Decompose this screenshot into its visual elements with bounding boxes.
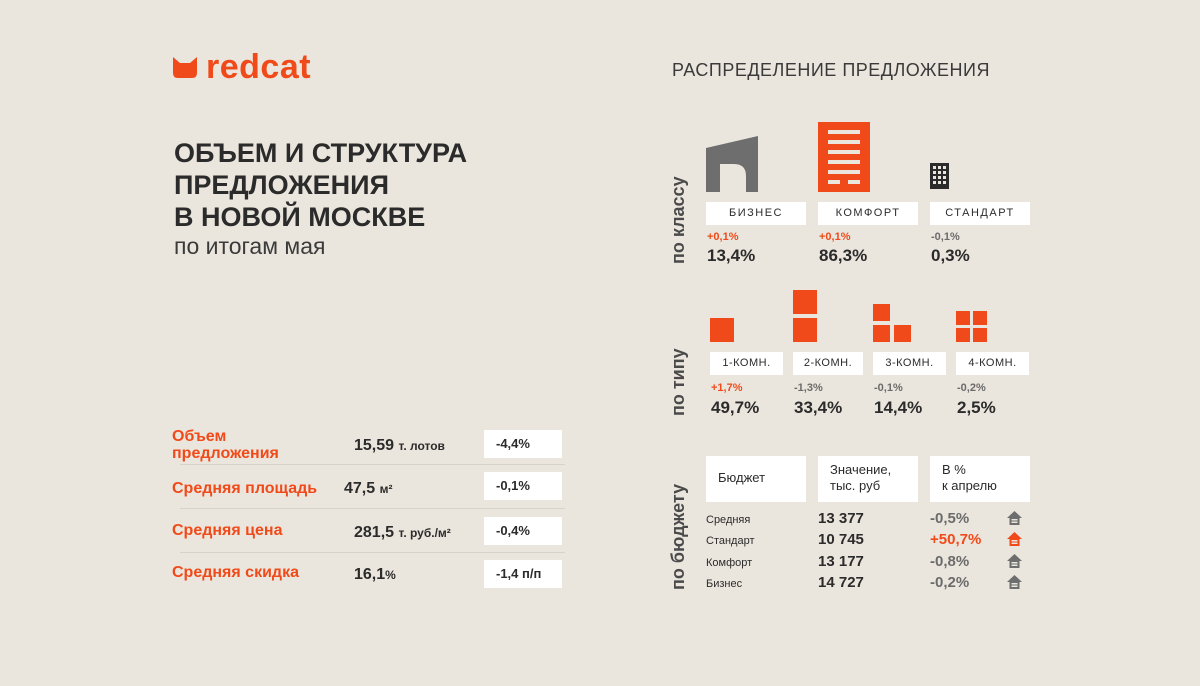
metric-change: -0,1% [484, 472, 562, 500]
class-tag-standard: СТАНДАРТ [930, 202, 1030, 225]
metric-label: Средняя площадь [172, 480, 318, 497]
budget-row-change: -0,2% [930, 574, 970, 591]
brand-logo: redcat [172, 50, 311, 84]
metric-unit: т. лотов [398, 439, 445, 453]
type-tag-3: 3-КОМН. [873, 352, 946, 375]
metric-unit: т. руб./м² [398, 526, 451, 540]
metric-number: 16,1 [354, 566, 386, 583]
budget-row-value: 14 727 [818, 574, 864, 591]
metric-row-discount: Средняя скидка 16,1% -1,4 п/п [172, 558, 564, 598]
metric-unit: % [385, 568, 396, 582]
metric-number: 281,5 [354, 524, 395, 541]
divider [180, 464, 565, 465]
budget-row-change: -0,5% [930, 510, 970, 527]
class-change-business: +0,1% [707, 231, 739, 243]
class-change-standard: -0,1% [931, 231, 960, 243]
distribution-title: РАСПРЕДЕЛЕНИЕ ПРЕДЛОЖЕНИЯ [672, 60, 990, 80]
budget-row-label: Стандарт [706, 535, 755, 547]
metric-label: Средняя цена [172, 522, 283, 539]
budget-header: Бюджет [706, 456, 806, 502]
by-class-label: по классу [668, 176, 688, 264]
title-line-3: В НОВОЙ МОСКВЕ [174, 202, 426, 232]
by-budget-label: по бюджету [668, 483, 688, 590]
value-header-line-2: тыс. руб [830, 478, 881, 493]
budget-row-label: Комфорт [706, 557, 753, 569]
metric-value: 16,1% [354, 566, 396, 584]
type-tag-1: 1-КОМН. [710, 352, 783, 375]
type-share-4: 2,5% [957, 398, 996, 417]
business-building-icon [706, 136, 758, 192]
change-header-line-1: В % [942, 462, 966, 477]
budget-row-label: Средняя [706, 514, 751, 526]
type-change-3: -0,1% [874, 382, 903, 394]
budget-row-label: Бизнес [706, 578, 743, 590]
metric-row-price: Средняя цена 281,5 т. руб./м² -0,4% [172, 514, 564, 554]
metric-change: -4,4% [484, 430, 562, 458]
budget-row-change: +50,7% [930, 531, 982, 548]
comfort-building-icon [818, 122, 870, 192]
divider [180, 552, 565, 553]
type-share-2: 33,4% [794, 398, 843, 417]
type-tag-2: 2-КОМН. [793, 352, 863, 375]
by-type-label: по типу [668, 348, 688, 416]
type-tag-4: 4-КОМН. [956, 352, 1029, 375]
cat-logo-icon [173, 57, 197, 78]
change-header: В % к апрелю [930, 456, 1030, 502]
metric-value: 47,5 м² [344, 480, 392, 498]
house-icon [1007, 554, 1022, 568]
value-header: Значение, тыс. руб [818, 456, 918, 502]
standard-building-icon [930, 163, 949, 189]
type-change-1: +1,7% [711, 382, 743, 394]
class-share-comfort: 86,3% [819, 246, 868, 265]
type-share-3: 14,4% [874, 398, 923, 417]
class-share-standard: 0,3% [931, 246, 970, 265]
class-tag-business: БИЗНЕС [706, 202, 806, 225]
title-line-2: ПРЕДЛОЖЕНИЯ [174, 170, 389, 200]
house-icon [1007, 511, 1022, 525]
type-change-4: -0,2% [957, 382, 986, 394]
house-icon [1007, 575, 1022, 589]
class-change-comfort: +0,1% [819, 231, 851, 243]
divider [180, 508, 565, 509]
budget-row-value: 10 745 [818, 531, 864, 548]
house-icon [1007, 532, 1022, 546]
metric-change: -0,4% [484, 517, 562, 545]
class-share-business: 13,4% [707, 246, 756, 265]
metric-value: 15,59 т. лотов [354, 437, 445, 455]
metric-number: 15,59 [354, 437, 395, 454]
metric-row-area: Средняя площадь 47,5 м² -0,1% [172, 472, 564, 512]
value-header-line-1: Значение, [830, 462, 892, 477]
metric-unit: м² [379, 482, 393, 496]
metric-value: 281,5 т. руб./м² [354, 524, 451, 542]
metric-number: 47,5 [344, 480, 376, 497]
class-tag-comfort: КОМФОРТ [818, 202, 918, 225]
metric-row-volume: Объем предложения 15,59 т. лотов -4,4% [172, 428, 564, 468]
page-title: ОБЪЕМ И СТРУКТУРА ПРЕДЛОЖЕНИЯ В НОВОЙ МО… [174, 137, 467, 233]
page-subtitle: по итогам мая [174, 233, 326, 259]
metric-change: -1,4 п/п [484, 560, 562, 588]
budget-row-value: 13 377 [818, 510, 864, 527]
metric-label: Объем предложения [172, 428, 279, 462]
metric-label: Средняя скидка [172, 564, 299, 581]
brand-name: redcat [206, 48, 312, 86]
title-line-1: ОБЪЕМ И СТРУКТУРА [174, 138, 468, 168]
budget-row-change: -0,8% [930, 553, 970, 570]
change-header-line-2: к апрелю [942, 478, 997, 493]
type-share-1: 49,7% [711, 398, 760, 417]
type-change-2: -1,3% [794, 382, 823, 394]
budget-row-value: 13 177 [818, 553, 864, 570]
